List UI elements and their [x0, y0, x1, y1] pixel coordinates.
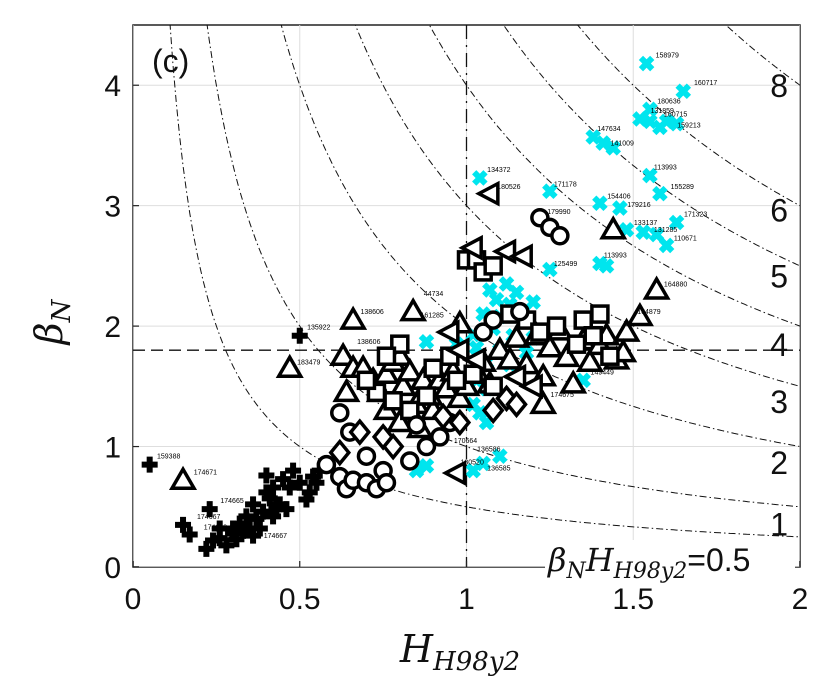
product-annotation-beta: β: [547, 541, 567, 579]
point-label: 110671: [674, 236, 697, 243]
data-point-square: [485, 258, 501, 274]
point-label: 174667: [197, 514, 220, 521]
x-tick-label: 2: [792, 583, 809, 616]
data-point-square: [485, 378, 501, 394]
data-point-square: [592, 306, 608, 322]
x-tick-label: 1: [458, 583, 475, 616]
point-label: 155289: [671, 184, 694, 191]
panel-label: (c): [152, 43, 189, 79]
point-label: 131285: [654, 227, 677, 234]
data-point-circle: [408, 417, 424, 433]
data-point-circle: [332, 405, 348, 421]
data-point-square: [569, 336, 585, 352]
data-point-circle: [378, 475, 394, 491]
point-label: 160717: [694, 80, 717, 87]
point-label: 174675: [551, 392, 574, 399]
data-point-square: [448, 372, 464, 388]
point-label: 147634: [597, 126, 620, 133]
curve-label: 2: [770, 445, 788, 481]
data-point-square: [575, 312, 591, 328]
point-label: 138606: [360, 309, 383, 316]
point-label: 159388: [157, 454, 180, 461]
curve-label: 6: [770, 192, 788, 228]
point-label: 179216: [627, 202, 650, 209]
point-label: 174663: [204, 525, 227, 532]
point-label: 125499: [554, 261, 577, 268]
point-label: 149449: [591, 369, 614, 376]
point-label: 154406: [607, 193, 630, 200]
curve-label: 4: [770, 327, 788, 363]
point-label: 180520: [460, 460, 483, 467]
product-annotation-h: H: [585, 541, 615, 579]
point-label: 44734: [424, 291, 444, 298]
product-annotation-value: =0.5: [687, 542, 750, 578]
point-label: 133137: [634, 220, 657, 227]
product-annotation-beta-sub: N: [566, 559, 587, 584]
x-tick-label: 1.5: [612, 583, 654, 616]
data-point-square: [549, 318, 565, 334]
data-point-square: [378, 348, 394, 364]
data-point-circle: [512, 304, 528, 320]
data-point-circle: [318, 457, 334, 473]
x-tick-label: 0: [125, 583, 142, 616]
point-label: 138606: [357, 339, 380, 346]
point-label: 164879: [637, 309, 660, 316]
y-axis-title: βN: [27, 298, 77, 346]
point-label: 135922: [307, 325, 330, 332]
point-label: 160715: [664, 112, 687, 119]
data-point-circle: [358, 448, 374, 464]
y-tick-label: 1: [104, 432, 121, 465]
point-label: 134372: [487, 167, 510, 174]
data-point-circle: [432, 429, 448, 445]
point-label: 161285: [420, 313, 443, 320]
point-label: 159213: [677, 122, 700, 129]
point-label: 171178: [554, 181, 577, 188]
point-label: 141009: [611, 140, 634, 147]
point-label: 113993: [654, 165, 677, 172]
point-label: 180526: [497, 184, 520, 191]
x-axis-title-main: H: [399, 627, 434, 671]
y-axis-title-main: β: [27, 322, 71, 346]
point-label: 136586: [477, 446, 500, 453]
point-label: 170664: [454, 438, 477, 445]
y-tick-label: 0: [104, 552, 121, 585]
point-label: 113993: [604, 252, 627, 259]
curve-label: 5: [770, 259, 788, 295]
x-axis-title: HH98y2: [399, 627, 520, 677]
point-label: 158979: [656, 53, 679, 60]
x-tick-label: 0.5: [279, 583, 321, 616]
x-axis-title-sub: H98y2: [432, 647, 520, 677]
point-label: 171323: [684, 212, 707, 219]
curve-label: 3: [770, 384, 788, 420]
data-point-square: [418, 388, 434, 404]
point-label: 179990: [547, 209, 570, 216]
data-point-square: [532, 324, 548, 340]
data-point-square: [358, 372, 374, 388]
point-label: 174667: [264, 533, 287, 540]
point-label: 174665: [220, 498, 243, 505]
product-annotation-h-sub: H98y2: [613, 559, 688, 584]
y-tick-label: 3: [104, 191, 121, 224]
data-point-circle: [402, 453, 418, 469]
curve-label: 8: [770, 68, 788, 104]
data-point-circle: [552, 228, 568, 244]
data-point-square: [602, 348, 618, 364]
point-label: 136585: [487, 466, 510, 473]
y-tick-label: 4: [104, 70, 121, 103]
point-label: 174671: [194, 469, 217, 476]
data-point-circle: [485, 312, 501, 328]
point-label: 180636: [657, 98, 680, 105]
point-label: 164880: [664, 281, 687, 288]
point-label: 183479: [297, 360, 320, 367]
data-point-square: [425, 360, 441, 376]
curve-label: 1: [770, 507, 788, 543]
y-tick-label: 2: [104, 311, 121, 344]
y-axis-title-sub: N: [47, 298, 77, 323]
data-point-square: [585, 328, 601, 344]
data-point-square: [385, 393, 401, 409]
